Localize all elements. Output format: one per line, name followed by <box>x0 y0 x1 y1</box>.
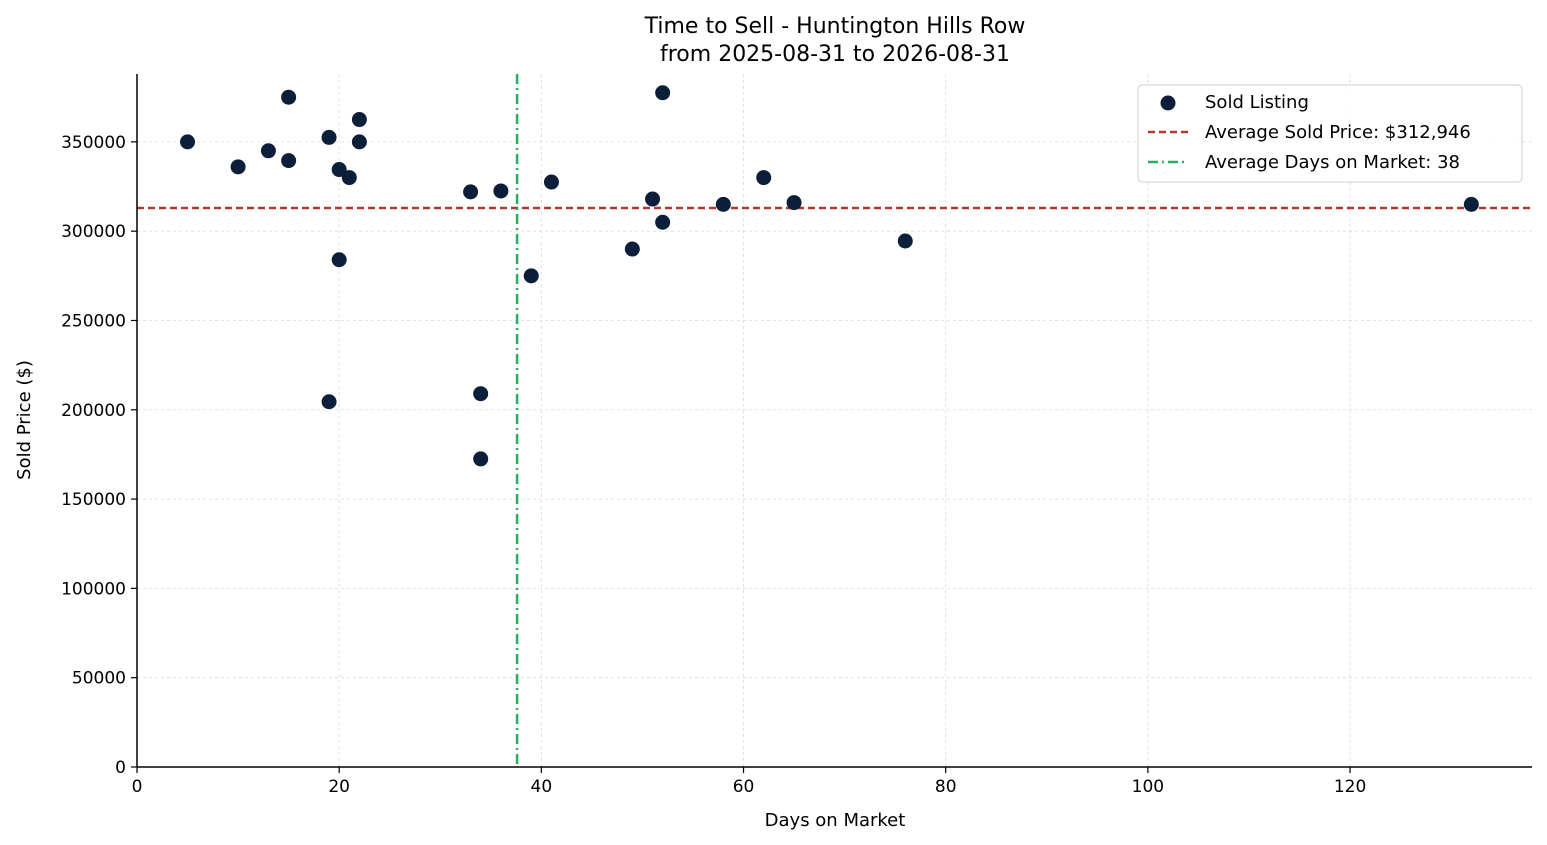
axes <box>136 74 1532 768</box>
data-point <box>786 195 802 211</box>
y-tick-label: 200000 <box>61 401 126 421</box>
x-tick-label: 0 <box>132 777 143 797</box>
x-tick-label: 40 <box>531 777 553 797</box>
y-tick-label: 150000 <box>61 490 126 510</box>
data-point <box>331 162 347 178</box>
legend-marker-sold-listing <box>1160 95 1176 111</box>
data-point <box>473 451 489 467</box>
x-axis-label: Days on Market <box>765 810 906 831</box>
data-point <box>321 394 337 410</box>
data-point <box>655 214 671 230</box>
data-point <box>260 143 276 159</box>
y-axis-label: Sold Price ($) <box>14 360 35 480</box>
data-point <box>281 89 297 105</box>
x-tick-label: 60 <box>733 777 755 797</box>
data-point <box>624 241 640 257</box>
data-point <box>351 134 367 150</box>
y-ticks: 0 50000 100000 150000 200000 250000 300000 3500… <box>61 133 137 778</box>
y-tick-label: 0 <box>115 758 126 778</box>
data-point <box>493 183 509 199</box>
y-tick-label: 100000 <box>61 579 126 599</box>
y-tick-label: 300000 <box>61 222 126 242</box>
data-point <box>281 153 297 169</box>
legend-label-sold-listing: Sold Listing <box>1205 92 1309 113</box>
data-point <box>331 252 347 268</box>
reference-lines <box>137 74 1532 767</box>
chart-title: Time to Sell - Huntington Hills Row <box>644 14 1026 39</box>
legend-label-avg-price: Average Sold Price: $312,946 <box>1205 122 1471 143</box>
data-point <box>351 112 367 128</box>
legend: Sold Listing Average Sold Price: $312,94… <box>1137 84 1523 183</box>
x-ticks: 0 20 40 60 80 100 120 <box>132 767 1366 797</box>
chart-subtitle: from 2025-08-31 to 2026-08-31 <box>660 42 1010 67</box>
data-point <box>715 196 731 212</box>
data-point <box>463 184 479 200</box>
data-point <box>645 191 661 207</box>
data-points <box>180 85 1479 467</box>
data-point <box>321 129 337 145</box>
data-point <box>756 170 772 186</box>
x-tick-label: 20 <box>328 777 350 797</box>
data-point <box>543 174 559 190</box>
data-point <box>655 85 671 101</box>
data-point <box>473 386 489 402</box>
legend-label-avg-days: Average Days on Market: 38 <box>1205 152 1460 173</box>
data-point <box>1463 196 1479 212</box>
data-point <box>230 159 246 175</box>
data-point <box>341 170 357 186</box>
data-point <box>180 134 196 150</box>
grid <box>137 74 1532 767</box>
x-tick-label: 120 <box>1334 777 1366 797</box>
y-tick-label: 350000 <box>61 133 126 153</box>
y-tick-label: 250000 <box>61 311 126 331</box>
x-tick-label: 80 <box>935 777 957 797</box>
y-tick-label: 50000 <box>72 669 126 689</box>
x-tick-label: 100 <box>1132 777 1164 797</box>
legend-box <box>1137 84 1523 183</box>
data-point <box>897 233 913 249</box>
data-point <box>523 268 539 284</box>
